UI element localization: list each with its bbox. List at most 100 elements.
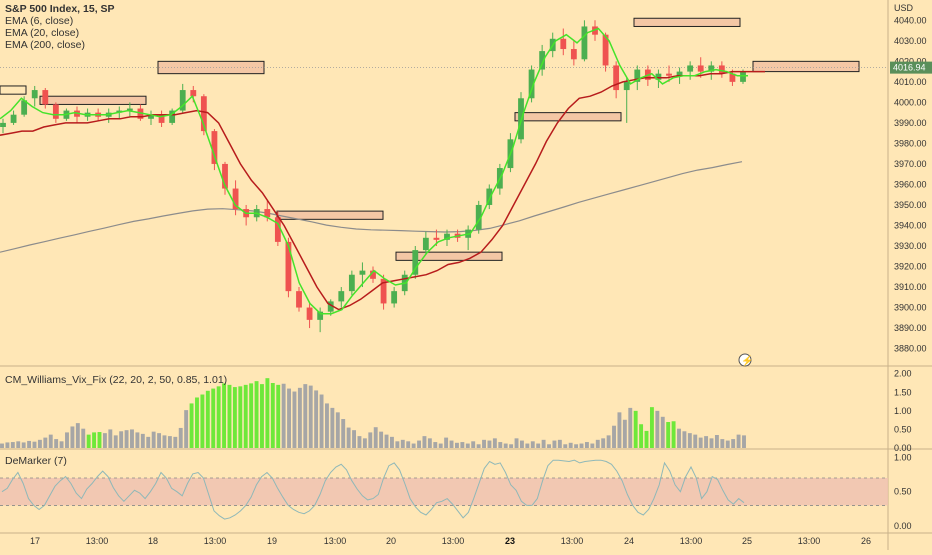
vix-fix-bar (536, 443, 541, 448)
vix-fix-bar (325, 403, 329, 448)
x-tick-label: 26 (861, 536, 871, 546)
vix-fix-bar (119, 431, 124, 448)
vix-fix-bar (238, 386, 243, 448)
supply-demand-zone (39, 95, 147, 105)
candle-body (306, 307, 313, 320)
legend-demarker[interactable]: DeMarker (7) (5, 455, 67, 467)
vix-fix-bar (346, 427, 351, 448)
vix-fix-bar (460, 442, 465, 448)
supply-demand-zone (633, 17, 741, 27)
vix-fix-bar (0, 443, 4, 448)
vix-y-tick-label: 0.00 (894, 443, 912, 453)
vix-fix-bar (124, 430, 129, 448)
vix-fix-bar (157, 433, 162, 448)
vix-fix-bar (411, 443, 416, 448)
vix-fix-bar (357, 436, 362, 448)
vix-fix-bar (211, 388, 216, 448)
candle-body (274, 217, 281, 242)
vix-fix-bar (655, 410, 660, 448)
candle-body (613, 65, 620, 91)
vix-fix-bar (373, 427, 378, 448)
x-tick-label: 13:00 (324, 536, 347, 546)
supply-demand-zone (752, 60, 860, 73)
vix-fix-bar (714, 435, 719, 448)
vix-fix-bar (454, 442, 459, 448)
y-tick-label: 3970.00 (894, 159, 927, 169)
vix-fix-bar (86, 434, 91, 448)
candle-body (211, 131, 218, 164)
y-tick-label: 3900.00 (894, 303, 927, 313)
vix-fix-bar (584, 442, 589, 448)
y-tick-label: 3950.00 (894, 200, 927, 210)
candle-body (348, 274, 355, 292)
vix-fix-bar (265, 378, 270, 448)
candle-body (634, 69, 641, 82)
candle-body (359, 270, 366, 275)
candle-body (602, 34, 609, 66)
vix-fix-bar (113, 435, 118, 448)
vix-fix-bar (167, 436, 172, 448)
vix-fix-bar (666, 422, 671, 448)
vix-fix-bar (519, 440, 524, 448)
vix-fix-bar (395, 441, 400, 448)
vix-fix-bar (557, 439, 562, 448)
vix-fix-bar (503, 443, 508, 448)
candle-body (21, 100, 28, 115)
y-tick-label: 3910.00 (894, 282, 927, 292)
candle-body (179, 90, 186, 111)
y-tick-label: 3880.00 (894, 344, 927, 354)
y-tick-label: 4020.00 (894, 56, 927, 66)
supply-demand-zone (395, 251, 503, 261)
vix-fix-bar (649, 407, 654, 448)
legend-ema20[interactable]: EMA (20, close) (5, 27, 80, 39)
y-tick-label: 3960.00 (894, 179, 927, 189)
vix-fix-bar (319, 394, 324, 448)
candle-body (338, 291, 345, 302)
vix-fix-bar (574, 444, 579, 448)
vix-fix-bar (595, 439, 600, 448)
vix-fix-bar (21, 442, 26, 448)
candle-body (264, 209, 271, 218)
vix-fix-bar (509, 444, 514, 448)
vix-fix-bar (227, 384, 232, 448)
legend-ema200[interactable]: EMA (200, close) (5, 39, 85, 51)
candle-body (433, 237, 440, 240)
y-tick-label: 4010.00 (894, 77, 927, 87)
vix-fix-bar (48, 434, 53, 448)
vix-fix-bar (736, 434, 741, 448)
vix-fix-bar (390, 436, 394, 448)
x-tick-label: 25 (742, 536, 752, 546)
vix-y-tick-label: 1.50 (894, 387, 912, 397)
x-tick-label: 18 (148, 536, 158, 546)
vix-fix-bar (482, 439, 486, 448)
vix-fix-bar (514, 438, 519, 448)
vix-fix-bar (97, 432, 102, 448)
vix-fix-bar (70, 426, 75, 448)
vix-fix-bar (254, 381, 259, 448)
vix-fix-bar (200, 394, 205, 448)
x-tick-label: 23 (505, 536, 515, 546)
legend-ema6[interactable]: EMA (6, close) (5, 15, 74, 27)
vix-fix-bar (195, 397, 199, 448)
chart-title[interactable]: S&P 500 Index, 15, SP (5, 3, 115, 15)
vix-fix-bar (731, 439, 736, 448)
vix-fix-bar (341, 419, 346, 448)
vix-fix-bar (59, 441, 64, 448)
vix-fix-bar (601, 438, 606, 448)
legend-vix-fix[interactable]: CM_Williams_Vix_Fix (22, 20, 2, 50, 0.85… (5, 374, 228, 386)
y-tick-label: 3990.00 (894, 118, 927, 128)
vix-fix-bar (704, 436, 709, 448)
x-tick-label: 13:00 (204, 536, 227, 546)
candle-body (687, 65, 694, 72)
vix-fix-bar (146, 436, 151, 448)
candle-body (475, 204, 482, 230)
vix-fix-bar (65, 432, 69, 448)
x-tick-label: 24 (624, 536, 634, 546)
candle-body (708, 65, 715, 72)
vix-fix-bar (547, 444, 551, 448)
vix-fix-bar (10, 442, 15, 448)
vix-fix-bar (54, 439, 59, 448)
vix-fix-bar (5, 442, 10, 448)
